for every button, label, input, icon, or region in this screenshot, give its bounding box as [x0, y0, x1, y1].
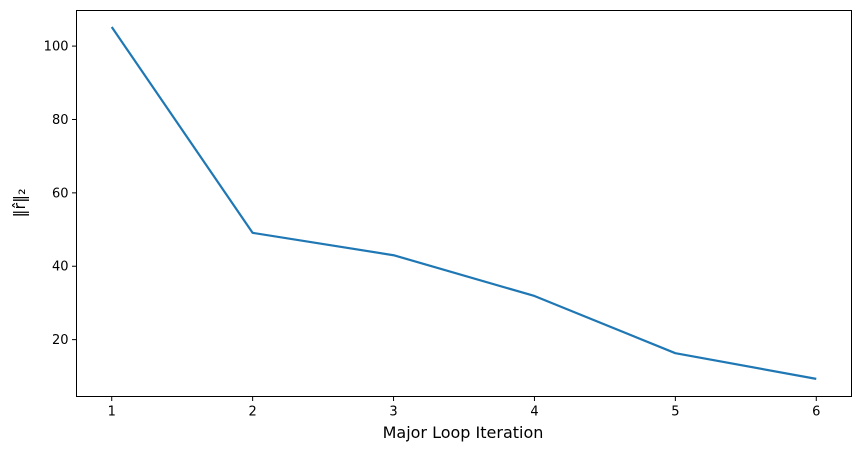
- plot-frame: [76, 10, 852, 397]
- y-axis-ticks: 20 40 60 80 100: [44, 40, 77, 348]
- y-axis-label: ‖r̂‖₂: [10, 189, 29, 218]
- x-axis-label: Major Loop Iteration: [383, 423, 544, 442]
- x-axis-ticks: 1 2 3 4 5 6: [108, 396, 820, 420]
- series-line-0: [110, 26, 817, 380]
- y-tick-label: 20: [52, 333, 69, 348]
- series-layer: [110, 26, 817, 380]
- x-tick-label: 2: [248, 405, 256, 420]
- y-tick-label: 40: [52, 260, 69, 275]
- x-tick-label: 6: [812, 405, 820, 420]
- y-tick-label: 100: [44, 40, 69, 55]
- y-tick-label: 80: [52, 113, 69, 128]
- y-tick-label: 60: [52, 186, 69, 201]
- x-tick-label: 5: [671, 405, 679, 420]
- x-tick-label: 3: [389, 405, 397, 420]
- x-tick-label: 1: [108, 405, 116, 420]
- x-tick-label: 4: [530, 405, 538, 420]
